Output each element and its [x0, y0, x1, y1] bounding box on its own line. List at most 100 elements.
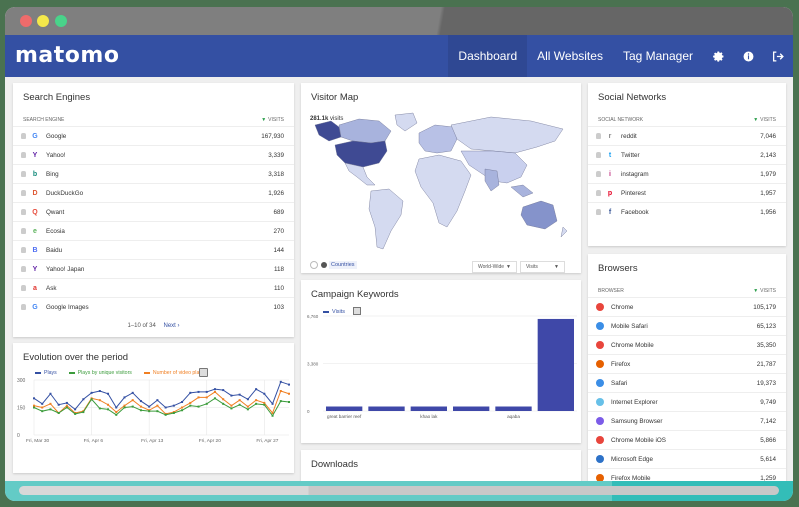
nav-dashboard[interactable]: Dashboard [448, 35, 528, 77]
column-browser[interactable]: Browser [598, 288, 624, 294]
pagination-range: 1–10 of 34 [127, 323, 156, 329]
row-evolution-icon[interactable] [21, 209, 26, 215]
table-row[interactable]: Firefox 21,787 [588, 354, 786, 373]
table-row[interactable]: G Google 167,930 [13, 126, 294, 145]
safari-logo-icon [596, 379, 604, 387]
table-row[interactable]: Y Yahoo! 3,339 [13, 145, 294, 164]
row-evolution-icon[interactable] [596, 171, 601, 177]
column-search-engine[interactable]: Search Engine [23, 117, 65, 123]
row-evolution-icon[interactable] [596, 152, 601, 158]
zoom-out-icon[interactable] [310, 261, 318, 269]
nav-tag-manager[interactable]: Tag Manager [622, 49, 693, 63]
table-row[interactable]: Safari 19,373 [588, 373, 786, 392]
row-label: DuckDuckGo [46, 189, 84, 197]
table-row[interactable]: Chrome Mobile iOS 5,866 [588, 430, 786, 449]
table-row[interactable]: Internet Explorer 9,749 [588, 392, 786, 411]
yahoo-japan-logo-icon: Y [32, 265, 38, 273]
column-social-network[interactable]: Social Network [598, 117, 644, 123]
countries-link[interactable]: Countries [329, 261, 357, 269]
region-select[interactable]: World-Wide ▼ [472, 261, 517, 273]
table-row[interactable]: Samsung Browser 7,142 [588, 411, 786, 430]
matomo-logo[interactable]: matomo [15, 43, 120, 68]
maximize-window-button[interactable] [55, 15, 67, 27]
column-visits[interactable]: ▼ Visits [753, 117, 776, 123]
nav-all-websites[interactable]: All Websites [537, 49, 603, 63]
svg-text:Fri, Apr 13: Fri, Apr 13 [141, 438, 163, 444]
row-evolution-icon[interactable] [21, 133, 26, 139]
legend-item[interactable]: Plays by unique visitors [68, 370, 132, 376]
row-label: Yahoo! [46, 151, 66, 159]
widget-social-networks: Social Networks Social Network ▼ Visits r… [588, 83, 786, 246]
row-evolution-icon[interactable] [21, 190, 26, 196]
row-evolution-icon[interactable] [21, 285, 26, 291]
google-images-logo-icon: G [32, 303, 38, 311]
row-evolution-icon[interactable] [596, 190, 601, 196]
gear-icon[interactable] [703, 35, 733, 77]
export-image-icon[interactable] [199, 368, 208, 377]
row-evolution-icon[interactable] [21, 171, 26, 177]
sort-desc-icon: ▼ [261, 117, 267, 123]
row-label: Internet Explorer [611, 398, 658, 406]
table-row[interactable]: p Pinterest 1,957 [588, 183, 786, 202]
table-row[interactable]: b Bing 3,318 [13, 164, 294, 183]
table-row[interactable]: Y Yahoo! Japan 118 [13, 259, 294, 278]
firefox-logo-icon [596, 360, 604, 368]
legend-item[interactable]: Number of video plays [143, 370, 205, 376]
table-row[interactable]: e Ecosia 270 [13, 221, 294, 240]
export-image-icon[interactable] [353, 307, 361, 315]
table-row[interactable]: f Facebook 1,956 [588, 202, 786, 221]
table-row[interactable]: a Ask 110 [13, 278, 294, 297]
table-row[interactable]: Firefox Mobile 1,259 [588, 468, 786, 487]
logout-icon[interactable] [763, 35, 793, 77]
table-row[interactable]: Mobile Safari 65,123 [588, 316, 786, 335]
metric-select[interactable]: Visits ▼ [520, 261, 565, 273]
column-visits[interactable]: ▼ Visits [753, 288, 776, 294]
svg-text:Fri, Mar 30: Fri, Mar 30 [26, 438, 50, 444]
scrollbar-track[interactable] [19, 486, 779, 495]
column-visits[interactable]: ▼ Visits [261, 117, 284, 123]
table-row[interactable]: B Baidu 144 [13, 240, 294, 259]
row-visits: 167,930 [261, 132, 284, 140]
mobile-safari-logo-icon [596, 322, 604, 330]
widget-title: Social Networks [598, 92, 667, 103]
close-window-button[interactable] [20, 15, 32, 27]
row-label: Chrome Mobile iOS [611, 436, 666, 444]
row-evolution-icon[interactable] [21, 266, 26, 272]
svg-text:0: 0 [307, 409, 310, 414]
map-region-alaska [314, 120, 342, 142]
row-visits: 35,350 [756, 341, 776, 349]
table-header: Browser ▼ Visits [588, 280, 786, 297]
bing-logo-icon: b [32, 170, 38, 178]
row-evolution-icon[interactable] [596, 133, 601, 139]
pinterest-logo-icon: p [607, 189, 613, 197]
horizontal-scrollbar[interactable] [5, 481, 793, 501]
next-page-link[interactable]: Next › [163, 323, 180, 329]
table-row[interactable]: D DuckDuckGo 1,926 [13, 183, 294, 202]
table-row[interactable]: Chrome 105,179 [588, 297, 786, 316]
info-icon[interactable] [733, 35, 763, 77]
row-evolution-icon[interactable] [596, 209, 601, 215]
row-label: Safari [611, 379, 628, 387]
table-row[interactable]: t Twitter 2,143 [588, 145, 786, 164]
legend-item[interactable]: Plays [35, 370, 57, 376]
table-row[interactable]: Chrome Mobile 35,350 [588, 335, 786, 354]
row-label: Bing [46, 170, 59, 178]
table-row[interactable]: G Google Images 103 [13, 297, 294, 316]
world-map[interactable] [301, 111, 581, 261]
row-evolution-icon[interactable] [21, 247, 26, 253]
map-region-mexico [344, 162, 376, 186]
instagram-logo-icon: i [609, 170, 611, 178]
row-evolution-icon[interactable] [21, 228, 26, 234]
svg-text:300: 300 [17, 378, 26, 384]
table-row[interactable]: i instagram 1,979 [588, 164, 786, 183]
row-visits: 7,046 [760, 132, 776, 140]
table-row[interactable]: Microsoft Edge 5,614 [588, 449, 786, 468]
minimize-window-button[interactable] [37, 15, 49, 27]
row-evolution-icon[interactable] [21, 152, 26, 158]
svg-text:aqaba: aqaba [507, 414, 520, 419]
duckduckgo-logo-icon: D [32, 189, 38, 197]
table-row[interactable]: Q Qwant 689 [13, 202, 294, 221]
table-row[interactable]: r reddit 7,046 [588, 126, 786, 145]
row-evolution-icon[interactable] [21, 304, 26, 310]
map-region-asia [460, 150, 528, 184]
